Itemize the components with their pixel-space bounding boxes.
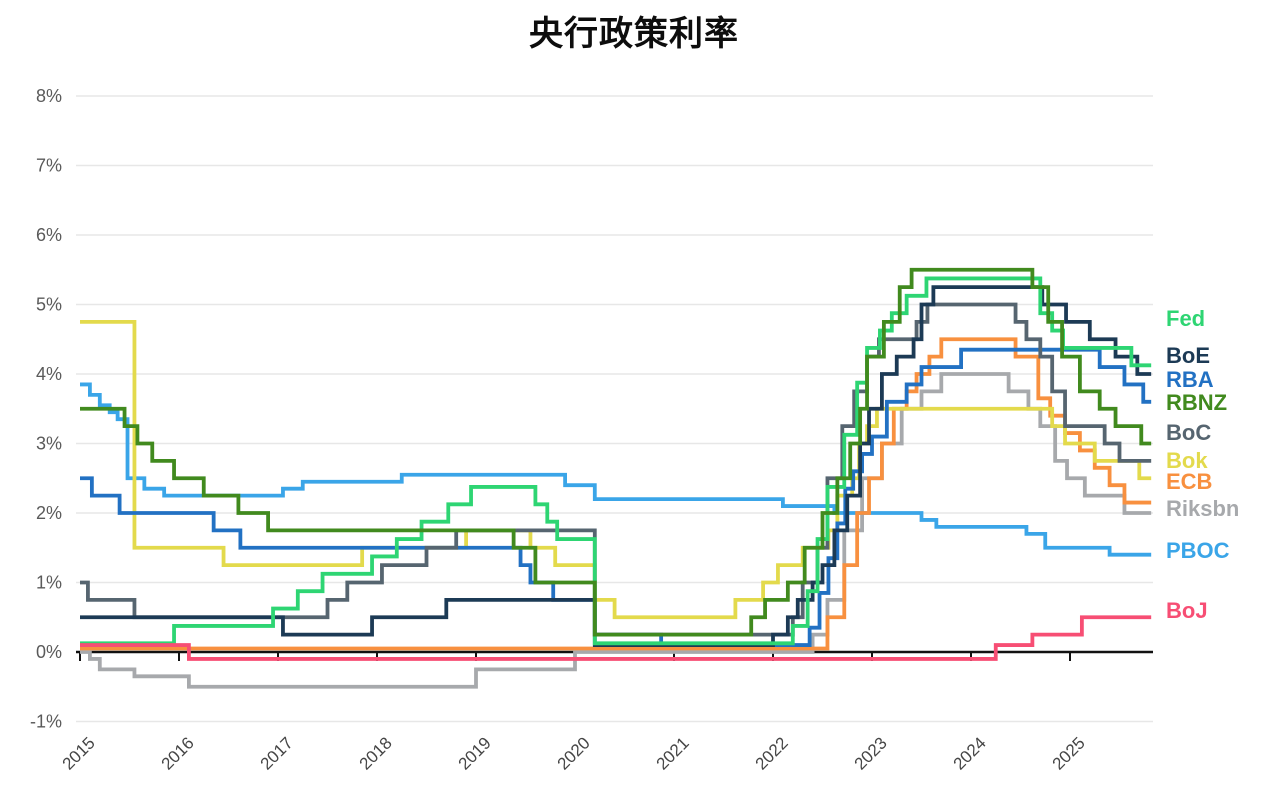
x-tick-label: 2024: [950, 733, 990, 773]
x-tick-label: 2023: [851, 733, 891, 773]
series-line-ecb: [80, 337, 1152, 651]
series-lines: [80, 267, 1152, 689]
y-tick-label: 8%: [36, 86, 62, 106]
series-line-bok: [80, 319, 1152, 620]
chart-title: 央行政策利率: [529, 16, 739, 53]
x-tick-label: 2025: [1049, 733, 1089, 773]
y-tick-label: 1%: [36, 573, 62, 593]
series-line-boj: [80, 615, 1152, 661]
series-line-fed: [80, 276, 1152, 646]
y-tick-label: -1%: [30, 712, 62, 732]
y-tick-label: 7%: [36, 156, 62, 176]
y-axis-labels: 8% 7% 6% 5% 4% 3% 2% 1% 0% -1%: [30, 86, 62, 732]
x-tick-label: 2017: [257, 733, 297, 773]
series-line-pboc: [80, 382, 1152, 557]
x-tick-label: 2018: [356, 733, 396, 773]
y-tick-label: 0%: [36, 642, 62, 662]
series-line-boc: [80, 302, 1152, 637]
x-tick-label: 2021: [653, 733, 693, 773]
y-tick-label: 5%: [36, 295, 62, 315]
y-tick-label: 3%: [36, 434, 62, 454]
y-tick-label: 2%: [36, 503, 62, 523]
x-tick-label: 2016: [158, 733, 198, 773]
y-tick-label: 6%: [36, 225, 62, 245]
y-tick-label: 4%: [36, 364, 62, 384]
x-tick-label: 2020: [554, 733, 594, 773]
x-tick-label: 2015: [59, 733, 99, 773]
x-tick-label: 2019: [455, 733, 495, 773]
x-axis-labels: 2015 2016 2017 2018 2019 2020 2021 2022 2023 2024…: [59, 733, 1089, 773]
x-tick-label: 2022: [752, 733, 792, 773]
series-line-rbnz: [80, 267, 1152, 637]
